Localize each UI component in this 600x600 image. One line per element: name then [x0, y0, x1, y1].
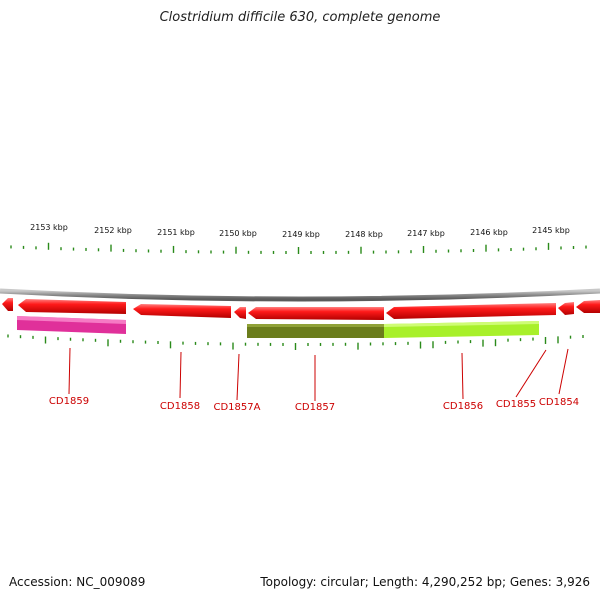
- gene-callout-line-cd1857a: [236, 353, 240, 401]
- gene-callout-line-cd1855: [515, 349, 547, 398]
- feature-band-magenta-highlight: [17, 316, 126, 324]
- gene-callout-line-cd1858: [179, 351, 182, 399]
- gene-callout-line-cd1856: [461, 352, 464, 400]
- cds-arrow-edge[interactable]: [2, 298, 13, 311]
- gene-label-cd1859[interactable]: CD1859: [49, 396, 89, 407]
- scale-ticks-bottom: [7, 334, 584, 350]
- scale-label: 2149 kbp: [282, 230, 320, 239]
- scale-label: 2148 kbp: [345, 230, 383, 239]
- gene-label-cd1857a[interactable]: CD1857A: [214, 402, 261, 413]
- gene-label-cd1854[interactable]: CD1854: [539, 397, 579, 408]
- cds-arrow-cd1858[interactable]: [133, 304, 231, 318]
- cds-arrow-cd1854[interactable]: [576, 300, 600, 313]
- gene-label-cd1858[interactable]: CD1858: [160, 401, 200, 412]
- scale-ticks-top: [10, 242, 587, 254]
- feature-band-olive[interactable]: [247, 324, 384, 338]
- gene-callout-line-cd1854: [558, 348, 569, 395]
- gene-label-cd1855[interactable]: CD1855: [496, 399, 536, 410]
- scale-label: 2151 kbp: [157, 228, 195, 237]
- scale-label: 2150 kbp: [219, 229, 257, 238]
- feature-band-lime-highlight: [384, 321, 539, 327]
- scale-label: 2147 kbp: [407, 229, 445, 238]
- map-title: Clostridium difficile 630, complete geno…: [159, 10, 441, 25]
- cds-arrow-cd1856[interactable]: [386, 303, 556, 319]
- feature-band-olive-highlight: [247, 324, 384, 327]
- accession-label: Accession: NC_009089: [9, 575, 146, 589]
- feature-track: [17, 316, 539, 338]
- scale-labels: 2153 kbp 2152 kbp 2151 kbp 2150 kbp 2149 kbp…: [30, 223, 570, 239]
- scale-label: 2153 kbp: [30, 223, 68, 232]
- scale-label: 2152 kbp: [94, 226, 132, 235]
- scale-label: 2145 kbp: [532, 226, 570, 235]
- cds-arrow-cd1857a[interactable]: [234, 307, 246, 319]
- gene-label-cd1857[interactable]: CD1857: [295, 402, 335, 413]
- genome-stats-label: Topology: circular; Length: 4,290,252 bp…: [260, 575, 590, 589]
- scale-label: 2146 kbp: [470, 228, 508, 237]
- cds-arrow-cd1859[interactable]: [18, 299, 126, 314]
- gene-callout-line-cd1859: [68, 347, 71, 395]
- gene-label-cd1856[interactable]: CD1856: [443, 401, 483, 412]
- cds-arrow-cd1855[interactable]: [558, 302, 574, 315]
- gene-callouts: CD1859 CD1858 CD1857A CD1857 CD1856 CD1855 CD1…: [49, 347, 579, 413]
- cds-track: [2, 298, 600, 320]
- genome-backbone: [0, 288, 600, 302]
- cds-arrow-cd1857[interactable]: [248, 307, 384, 320]
